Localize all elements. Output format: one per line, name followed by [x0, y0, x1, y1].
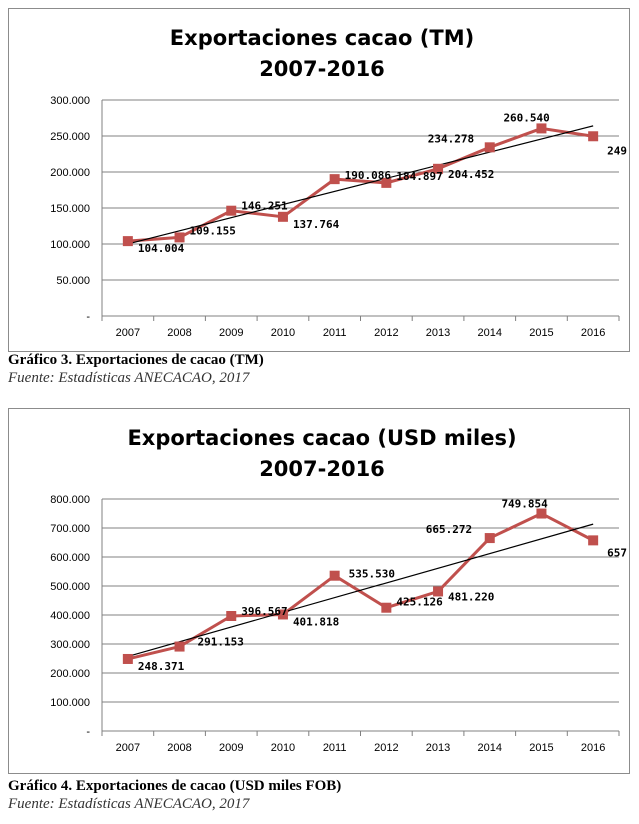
data-point-marker — [329, 174, 340, 185]
y-tick-label: - — [86, 726, 90, 738]
data-point-marker — [174, 641, 185, 652]
chart-2-title-line2: 2007-2016 — [259, 457, 385, 481]
y-tick-label: 100.000 — [50, 697, 90, 709]
data-label: 396.567 — [241, 605, 287, 618]
y-tick-label: - — [86, 311, 90, 323]
chart-1-svg: Exportaciones cacao (TM) 2007-2016 - 50.0… — [50, 26, 629, 339]
data-point-marker — [226, 610, 237, 621]
x-tick-label: 2011 — [323, 742, 347, 754]
data-label: 137.764 — [293, 218, 340, 231]
x-tick-label: 2013 — [426, 742, 450, 754]
data-label: 401.818 — [293, 615, 339, 628]
data-point-marker — [484, 142, 495, 153]
data-point-marker — [381, 177, 392, 188]
data-label: 481.220 — [448, 590, 494, 603]
chart-2-caption: Gráfico 4. Exportaciones de cacao (USD m… — [8, 778, 342, 794]
x-tick-label: 2014 — [478, 327, 502, 339]
chart-1-title-line1: Exportaciones cacao (TM) — [170, 26, 474, 50]
data-label: 535.530 — [349, 568, 395, 581]
chart-2-source: Fuente: Estadísticas ANECACAO, 2017 — [8, 796, 250, 812]
chart-2-plot: - 100.000 200.000 300.000 400.000 500.000 600.… — [50, 494, 629, 754]
data-label: 291.153 — [198, 636, 244, 649]
data-label: 425.126 — [396, 596, 443, 609]
y-tick-label: 700.000 — [50, 523, 90, 535]
x-tick-label: 2010 — [271, 742, 295, 754]
data-point-marker — [433, 163, 444, 174]
chart-1-title-line2: 2007-2016 — [259, 57, 385, 81]
x-tick-label: 2008 — [167, 327, 191, 339]
x-tick-label: 2007 — [116, 327, 140, 339]
x-tick-label: 2011 — [323, 327, 347, 339]
x-tick-label: 2008 — [167, 742, 191, 754]
data-label: 109.155 — [190, 224, 236, 237]
data-label: 665.272 — [426, 523, 472, 536]
chart-2-title-line1: Exportaciones cacao (USD miles) — [127, 426, 516, 450]
y-tick-label: 500.000 — [50, 581, 90, 593]
y-tick-label: 50.000 — [56, 275, 90, 287]
data-label: 248.371 — [138, 660, 185, 673]
data-point-marker — [277, 609, 288, 620]
data-point-marker — [484, 533, 495, 544]
data-point-marker — [588, 535, 599, 546]
data-point-marker — [226, 205, 237, 216]
y-tick-label: 200.000 — [50, 668, 90, 680]
y-tick-label: 200.000 — [50, 167, 90, 179]
x-tick-label: 2013 — [426, 327, 450, 339]
data-label: 234.278 — [428, 132, 474, 145]
data-label: 146.251 — [241, 200, 288, 213]
x-tick-label: 2009 — [219, 742, 243, 754]
data-point-marker — [536, 508, 547, 519]
x-tick-label: 2009 — [219, 327, 243, 339]
data-point-marker — [433, 586, 444, 597]
chart-1-plot: - 50.000 100.000 150.000 200.000 250.000 300.0… — [50, 95, 629, 339]
x-tick-label: 2015 — [529, 327, 553, 339]
data-point-marker — [536, 123, 547, 134]
y-tick-label: 300.000 — [50, 95, 90, 107]
x-tick-label: 2012 — [374, 327, 398, 339]
data-label: 104.004 — [138, 242, 185, 255]
x-tick-label: 2015 — [529, 742, 553, 754]
x-tick-label: 2014 — [478, 742, 502, 754]
data-label: 190.086 — [345, 169, 392, 182]
data-point-marker — [174, 232, 185, 243]
trend-line — [127, 523, 594, 658]
data-label: 184.897 — [396, 170, 442, 183]
data-label: 657.362 — [607, 546, 629, 559]
y-tick-label: 150.000 — [50, 203, 90, 215]
chart-2-svg: Exportaciones cacao (USD miles) 2007-201… — [50, 426, 629, 754]
y-tick-label: 800.000 — [50, 494, 90, 506]
x-tick-label: 2012 — [374, 742, 398, 754]
trend-line — [127, 125, 594, 245]
data-point-marker — [329, 570, 340, 581]
x-tick-label: 2016 — [581, 742, 605, 754]
chart-1-source: Fuente: Estadísticas ANECACAO, 2017 — [8, 370, 250, 386]
chart-1-caption: Gráfico 3. Exportaciones de cacao (TM) — [8, 352, 264, 368]
series-line — [127, 512, 594, 661]
chart-1-container: Exportaciones cacao (TM) 2007-2016 - 50.0… — [8, 8, 630, 352]
data-point-marker — [381, 602, 392, 613]
x-tick-label: 2010 — [271, 327, 295, 339]
data-label: 204.452 — [448, 168, 494, 181]
data-label: 749.854 — [501, 498, 548, 511]
y-tick-label: 400.000 — [50, 610, 90, 622]
data-point-marker — [277, 211, 288, 222]
x-tick-label: 2016 — [581, 327, 605, 339]
data-point-marker — [122, 236, 133, 247]
data-label: 249.632 — [607, 144, 629, 157]
y-tick-label: 300.000 — [50, 639, 90, 651]
data-label: 260.540 — [503, 111, 549, 124]
y-tick-label: 600.000 — [50, 552, 90, 564]
data-point-marker — [122, 653, 133, 664]
chart-2-container: Exportaciones cacao (USD miles) 2007-201… — [8, 408, 630, 774]
x-tick-label: 2007 — [116, 742, 140, 754]
y-tick-label: 100.000 — [50, 239, 90, 251]
y-tick-label: 250.000 — [50, 131, 90, 143]
data-point-marker — [588, 131, 599, 142]
